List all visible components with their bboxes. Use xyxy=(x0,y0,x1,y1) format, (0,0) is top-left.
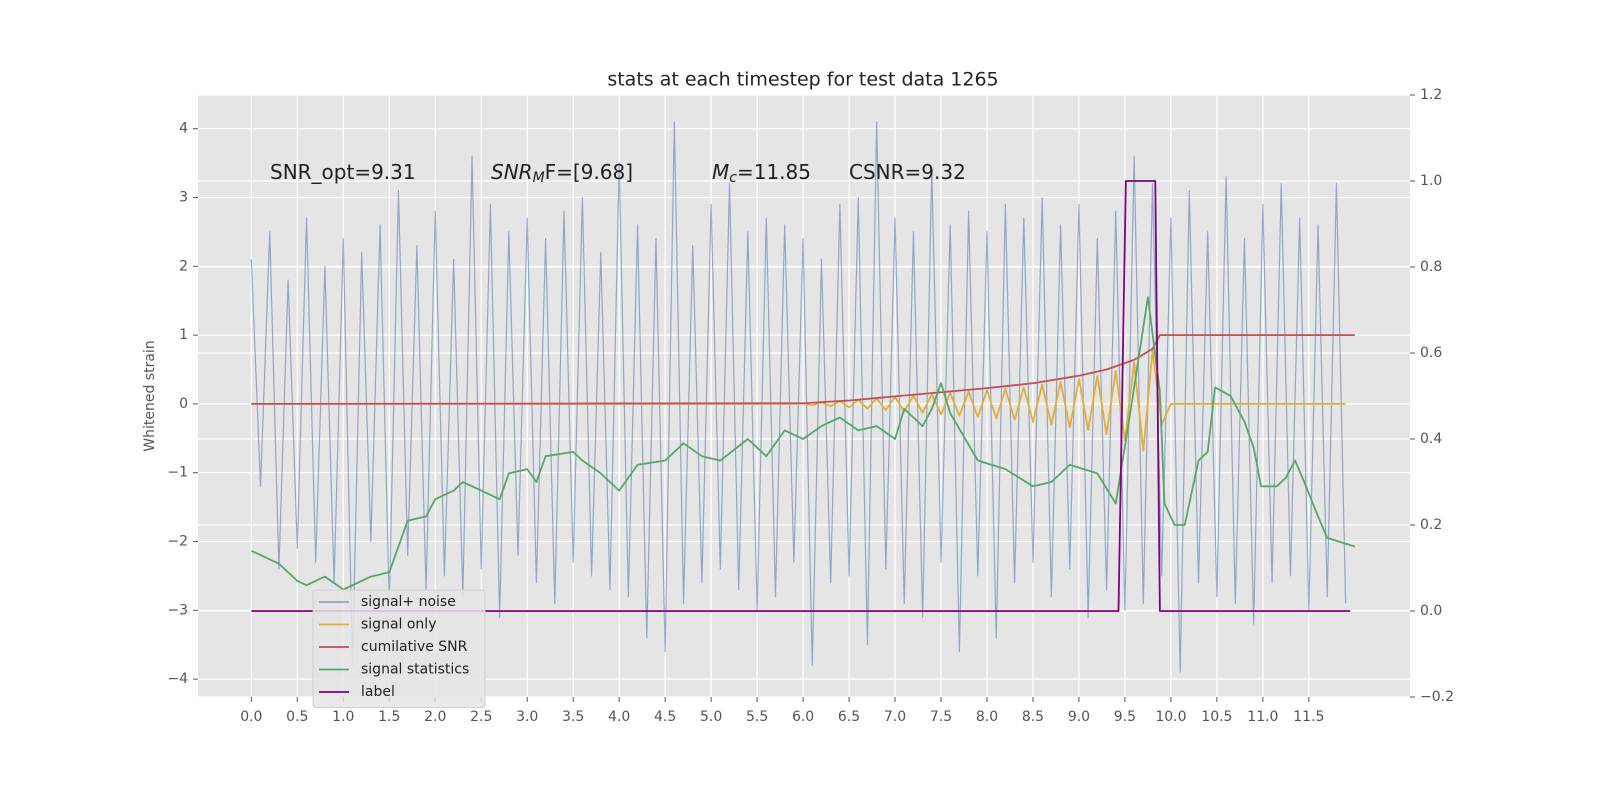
x-tick-label: 1.0 xyxy=(332,709,354,725)
x-tick-label: 10.5 xyxy=(1201,709,1232,725)
annotation-part: SNR xyxy=(491,160,533,184)
y2-tick-label: −0.2 xyxy=(1420,689,1454,705)
x-tick-label: 11.5 xyxy=(1293,709,1324,725)
y-tick-label: 2 xyxy=(179,258,188,274)
x-tick-label: 2.5 xyxy=(470,709,492,725)
annotation-part: SNR_opt=9.31 xyxy=(270,160,416,184)
y-tick-label: −4 xyxy=(167,671,188,687)
series-line xyxy=(250,296,1356,591)
x-tick-label: 7.0 xyxy=(884,709,906,725)
series-line xyxy=(251,180,1351,612)
y-tick-label: −3 xyxy=(167,602,188,618)
y-axis-label: Whitened strain xyxy=(142,340,158,451)
series-line xyxy=(251,334,1355,405)
x-tick-label: 0.5 xyxy=(286,709,308,725)
annotation: Mc=11.85 xyxy=(712,160,811,187)
annotation-part: =11.85 xyxy=(737,160,811,184)
legend-label: signal only xyxy=(361,617,436,633)
x-tick-label: 4.0 xyxy=(608,709,630,725)
legend-label: cumilative SNR xyxy=(361,639,468,655)
y-tick-label: 4 xyxy=(179,121,188,137)
annotations: SNR_opt=9.31 SNRMF=[9.68] Mc=11.85 CSNR=9.3… xyxy=(270,160,966,187)
y2-tick-label: 0.4 xyxy=(1420,431,1442,447)
x-tick-label: 5.5 xyxy=(746,709,768,725)
annotation: SNR_opt=9.31 xyxy=(270,160,416,184)
x-tick-label: 2.0 xyxy=(424,709,446,725)
annotation: CSNR=9.32 xyxy=(849,160,966,184)
chart-title: stats at each timestep for test data 126… xyxy=(607,69,998,91)
y-tick-label: −2 xyxy=(167,534,188,550)
x-tick-label: 8.0 xyxy=(976,709,998,725)
x-tick-label: 11.0 xyxy=(1247,709,1278,725)
y2-tick-label: 0.0 xyxy=(1420,603,1442,619)
x-tick-label: 6.5 xyxy=(838,709,860,725)
x-tick-label: 5.0 xyxy=(700,709,722,725)
x-tick-label: 3.5 xyxy=(562,709,584,725)
y-tick-label: −1 xyxy=(167,465,188,481)
annotation: SNRMF=[9.68] xyxy=(491,160,633,187)
x-tick-label: 0.0 xyxy=(240,709,262,725)
y2-tick-label: 0.8 xyxy=(1420,259,1442,275)
x-tick-label: 10.0 xyxy=(1155,709,1186,725)
legend-label: signal statistics xyxy=(361,662,469,678)
y2-tick-label: 1.0 xyxy=(1420,173,1442,189)
x-tick-label: 1.5 xyxy=(378,709,400,725)
x-tick-label: 9.5 xyxy=(1114,709,1136,725)
x-tick-label: 6.0 xyxy=(792,709,814,725)
annotation-part: M xyxy=(712,160,729,184)
legend-label: signal+ noise xyxy=(361,594,456,610)
y2-tick-label: 0.6 xyxy=(1420,345,1442,361)
x-tick-label: 9.0 xyxy=(1068,709,1090,725)
x-tick-label: 4.5 xyxy=(654,709,676,725)
y2-tick-label: 0.2 xyxy=(1420,517,1442,533)
legend-box xyxy=(312,589,486,708)
y-tick-label: 3 xyxy=(179,190,188,206)
y-tick-label: 0 xyxy=(179,396,188,412)
y2-tick-label: 1.2 xyxy=(1420,87,1442,103)
lines xyxy=(250,121,1356,673)
annotation-part: c xyxy=(729,170,737,186)
x-tick-label: 3.0 xyxy=(516,709,538,725)
annotation-part: CSNR=9.32 xyxy=(849,160,966,184)
y-tick-label: 1 xyxy=(179,327,188,343)
x-tick-label: 7.5 xyxy=(930,709,952,725)
legend: signal+ noise signal only cumilative SNR si… xyxy=(312,589,486,708)
ticks: 0.0 0.5 1.0 1.5 2.0 2.5 3.0 3.5 4.0 4.5 5.0 5.5 6.0 6… xyxy=(167,87,1454,725)
annotation-part: M xyxy=(533,170,545,186)
series-line xyxy=(250,121,1347,673)
x-tick-label: 8.5 xyxy=(1022,709,1044,725)
legend-label: label xyxy=(361,684,395,700)
annotation-part: F=[9.68] xyxy=(545,160,633,184)
